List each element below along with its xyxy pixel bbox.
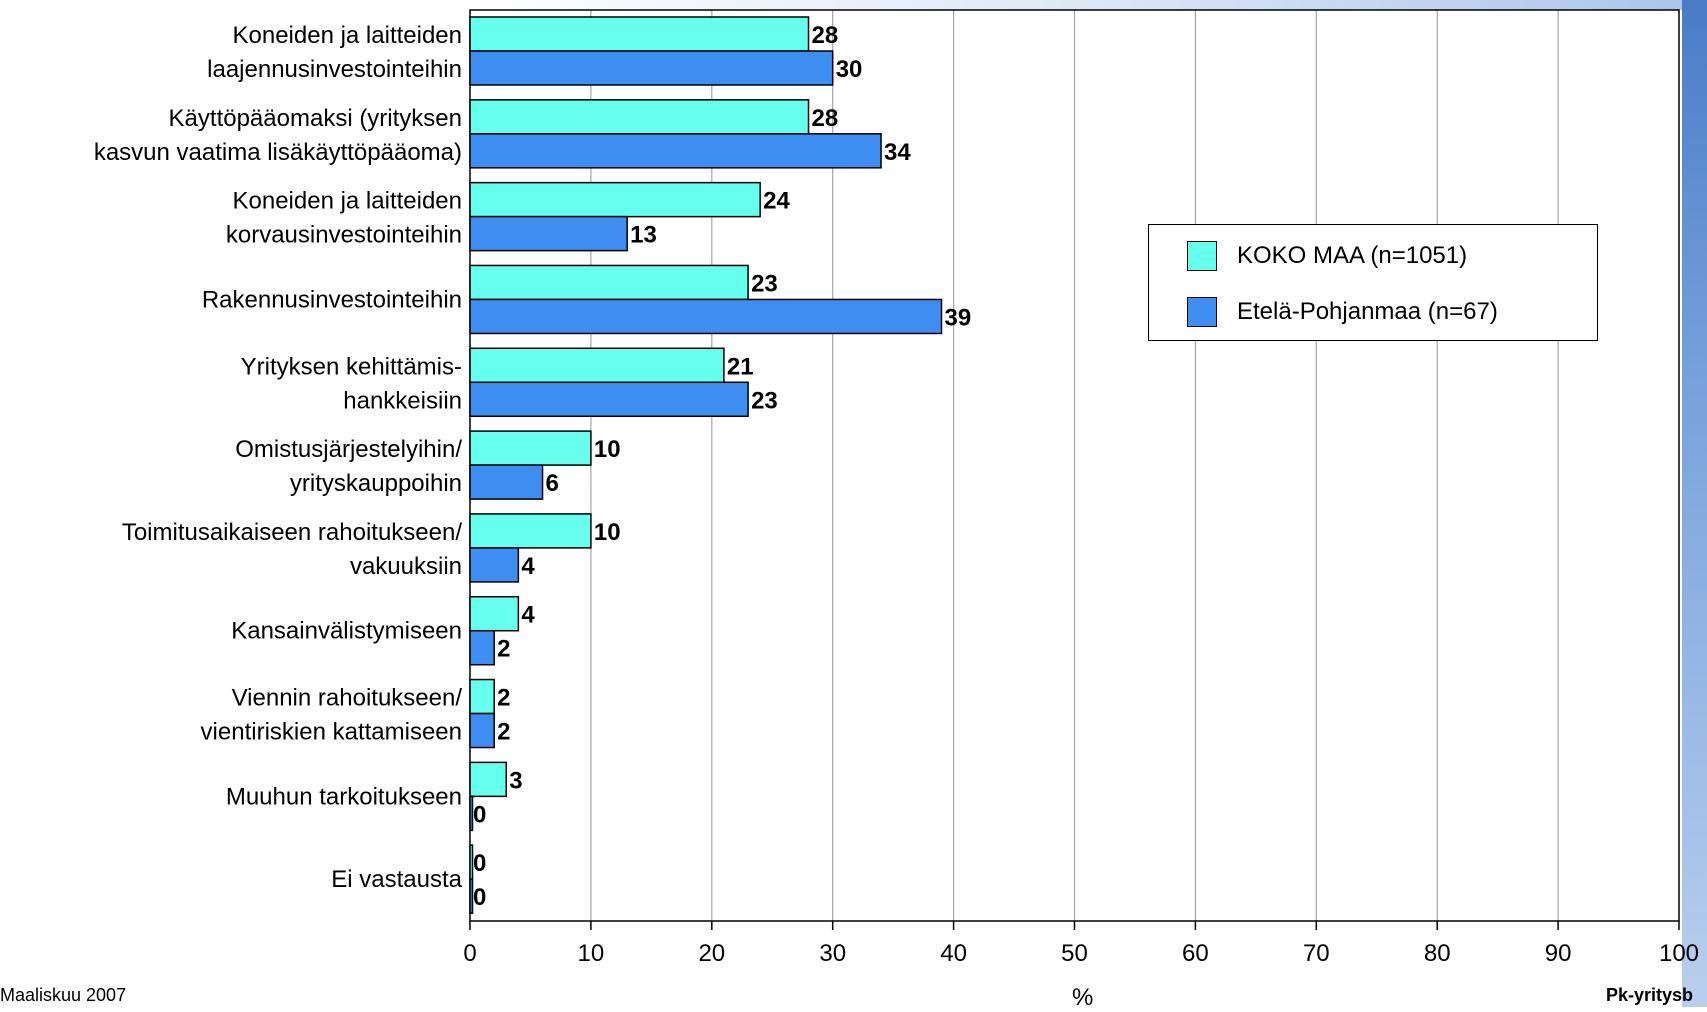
category-label: korvausinvestointeihin <box>226 222 462 249</box>
category-label: Koneiden ja laitteiden <box>232 188 462 215</box>
x-tick-label: 100 <box>1659 940 1699 967</box>
data-label: 21 <box>727 353 754 380</box>
x-tick-label: 10 <box>578 940 605 967</box>
x-tick-label: 70 <box>1303 940 1330 967</box>
footer-source: Pk-yritysb <box>1606 985 1694 1005</box>
bar <box>469 215 628 252</box>
legend-item-etela-pohjanmaa: Etelä-Pohjanmaa (n=67) <box>1187 296 1498 328</box>
bar <box>469 133 882 169</box>
bar <box>469 547 520 583</box>
bar <box>469 464 544 500</box>
category-label: Koneiden ja laitteiden <box>232 22 462 49</box>
x-tick-label: 90 <box>1545 940 1572 967</box>
decorative-right-band <box>1682 0 1707 1007</box>
chart-legend: KOKO MAA (n=1051) Etelä-Pohjanmaa (n=67) <box>1148 224 1598 341</box>
data-label: 30 <box>836 56 863 83</box>
data-label: 2 <box>497 719 510 746</box>
data-label: 34 <box>884 139 911 166</box>
x-axis-title: % <box>1072 984 1094 1011</box>
data-label: 2 <box>497 685 510 712</box>
category-label: Viennin rahoitukseen/ <box>232 685 463 712</box>
data-label: 24 <box>763 188 790 215</box>
x-tick-label: 0 <box>463 940 476 967</box>
decorative-top-band <box>470 0 1707 10</box>
legend-item-koko-maa: KOKO MAA (n=1051) <box>1187 240 1467 272</box>
x-tick-label: 30 <box>819 940 846 967</box>
x-tick-label: 40 <box>940 940 967 967</box>
x-tick-label: 80 <box>1424 940 1451 967</box>
data-label: 23 <box>751 387 778 414</box>
data-label: 39 <box>945 304 972 331</box>
data-label: 13 <box>630 222 657 249</box>
bar <box>469 181 761 218</box>
bar <box>469 264 749 301</box>
bar <box>469 99 810 135</box>
x-tick-label: 50 <box>1061 940 1088 967</box>
bar <box>469 298 943 335</box>
data-label: 0 <box>473 884 486 911</box>
bar <box>469 712 495 749</box>
category-label: vakuuksiin <box>350 553 462 580</box>
legend-label-etela-pohjanmaa: Etelä-Pohjanmaa (n=67) <box>1237 298 1498 325</box>
bar <box>469 50 834 86</box>
bar <box>469 381 749 418</box>
data-label: 28 <box>812 22 839 49</box>
data-label: 3 <box>509 767 522 794</box>
category-label: yrityskauppoihin <box>290 470 462 497</box>
category-label: vientiriskien kattamiseen <box>201 719 462 746</box>
bar <box>469 878 474 914</box>
footer-date: Maaliskuu 2007 <box>0 985 127 1005</box>
category-label: laajennusinvestointeihin <box>207 56 462 83</box>
data-label: 2 <box>497 636 510 663</box>
bar <box>469 761 508 798</box>
category-label: Omistusjärjestelyihin/ <box>235 436 462 463</box>
data-label: 0 <box>473 801 486 828</box>
data-label: 10 <box>594 436 621 463</box>
category-label: Toimitusaikaiseen rahoitukseen/ <box>122 519 463 546</box>
bar <box>469 629 495 666</box>
bar <box>469 678 495 715</box>
category-label: Rakennusinvestointeihin <box>202 286 462 313</box>
category-label: hankkeisiin <box>343 387 462 414</box>
x-tick-label: 20 <box>698 940 725 967</box>
data-label: 28 <box>812 105 839 132</box>
category-label: Ei vastausta <box>331 866 462 893</box>
category-label: kasvun vaatima lisäkäyttöpääoma) <box>94 139 462 166</box>
data-label: 4 <box>521 602 535 629</box>
legend-swatch-etela-pohjanmaa <box>1187 297 1217 327</box>
bar <box>469 595 520 632</box>
data-label: 10 <box>594 519 621 546</box>
category-label: Muuhun tarkoitukseen <box>226 783 462 810</box>
x-tick-label: 60 <box>1182 940 1209 967</box>
data-label: 6 <box>546 470 559 497</box>
legend-label-koko-maa: KOKO MAA (n=1051) <box>1237 242 1468 269</box>
legend-swatch-koko-maa <box>1187 241 1217 271</box>
data-label: 4 <box>521 553 535 580</box>
bar <box>469 16 810 52</box>
bar <box>469 513 592 549</box>
bar <box>469 795 474 832</box>
category-label: Kansainvälistymiseen <box>231 618 462 645</box>
category-label: Yrityksen kehittämis- <box>241 353 462 380</box>
bar <box>469 347 725 384</box>
data-label: 0 <box>473 850 486 877</box>
category-label: Käyttöpääomaksi (yrityksen <box>169 105 462 132</box>
data-label: 23 <box>751 270 778 297</box>
bar <box>469 430 592 466</box>
